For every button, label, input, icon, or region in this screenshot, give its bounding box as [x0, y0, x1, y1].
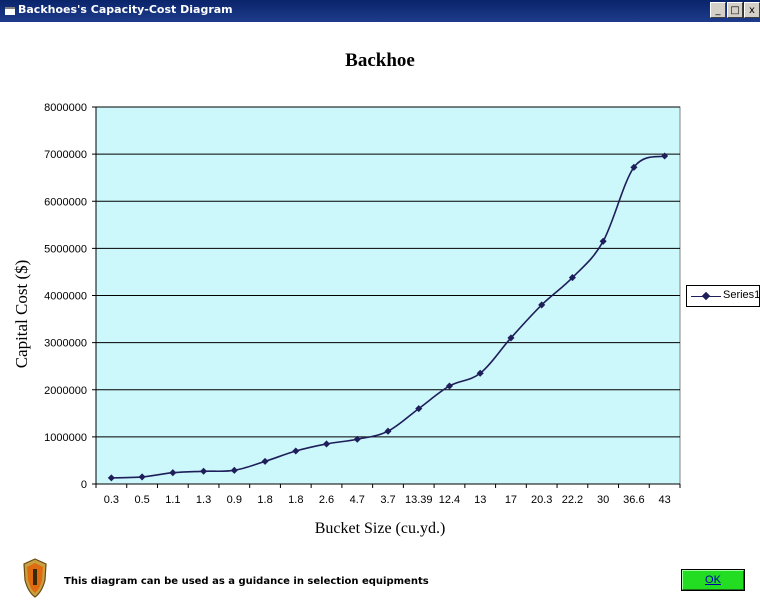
chart-legend: Series1	[686, 285, 760, 307]
x-tick-label: 1.8	[288, 494, 303, 506]
y-tick-label: 6000000	[44, 196, 87, 208]
x-tick-label: 20.3	[531, 494, 552, 506]
y-tick-label: 7000000	[44, 149, 87, 161]
title-bar: Backhoes's Capacity-Cost Diagram _ □ x	[0, 0, 760, 22]
data-point	[630, 163, 638, 171]
guidance-message: This diagram can be used as a guidance i…	[64, 576, 429, 587]
x-axis-label: Bucket Size (cu.yd.)	[314, 520, 446, 537]
x-tick-label: 36.6	[623, 494, 644, 506]
x-tick-label: 13	[474, 494, 486, 506]
y-tick-label: 0	[81, 479, 87, 491]
data-point	[507, 334, 515, 342]
x-tick-label: 13.39	[405, 494, 433, 506]
data-point	[230, 466, 238, 474]
data-point	[538, 301, 546, 309]
x-tick-label: 43	[659, 494, 671, 506]
data-point	[353, 435, 361, 443]
y-tick-label: 1000000	[44, 432, 87, 444]
data-point	[292, 447, 300, 455]
app-icon	[5, 7, 15, 15]
data-point	[384, 427, 392, 435]
x-tick-label: 0.5	[134, 494, 149, 506]
minimize-button[interactable]: _	[710, 2, 726, 18]
y-axis-label: Capital Cost ($)	[12, 259, 31, 369]
x-tick-label: 0.3	[104, 494, 119, 506]
x-tick-label: 1.3	[196, 494, 211, 506]
legend-label-series1: Series1	[723, 289, 760, 301]
x-tick-label: 2.6	[319, 494, 334, 506]
data-point	[661, 152, 669, 160]
y-tick-label: 5000000	[44, 243, 87, 255]
window-controls: _ □ x	[709, 2, 760, 18]
y-tick-label: 4000000	[44, 291, 87, 303]
data-point	[200, 467, 208, 475]
data-point	[169, 469, 177, 477]
y-tick-label: 8000000	[44, 102, 87, 114]
maximize-button[interactable]: □	[727, 2, 743, 18]
x-tick-label: 12.4	[439, 494, 460, 506]
data-point	[445, 382, 454, 390]
x-tick-label: 1.8	[257, 494, 272, 506]
x-tick-label: 22.2	[562, 494, 583, 506]
data-point	[599, 237, 607, 245]
chart-title: Backhoe	[345, 50, 415, 71]
data-point	[261, 457, 269, 465]
shield-icon	[23, 558, 47, 598]
y-tick-label: 2000000	[44, 385, 87, 397]
x-tick-label: 0.9	[227, 494, 242, 506]
x-tick-label: 3.7	[380, 494, 395, 506]
x-tick-label: 4.7	[350, 494, 365, 506]
data-point	[322, 440, 331, 448]
data-point	[415, 405, 423, 413]
y-tick-label: 3000000	[44, 338, 87, 350]
x-tick-label: 17	[505, 494, 517, 506]
x-tick-label: 30	[597, 494, 609, 506]
legend-marker	[701, 291, 711, 301]
data-point	[568, 274, 576, 282]
window-title: Backhoes's Capacity-Cost Diagram	[18, 3, 233, 16]
data-point	[138, 473, 146, 481]
data-point	[107, 474, 115, 482]
ok-button[interactable]: OK	[681, 569, 745, 591]
x-tick-label: 1.1	[165, 494, 180, 506]
data-point	[476, 369, 484, 377]
